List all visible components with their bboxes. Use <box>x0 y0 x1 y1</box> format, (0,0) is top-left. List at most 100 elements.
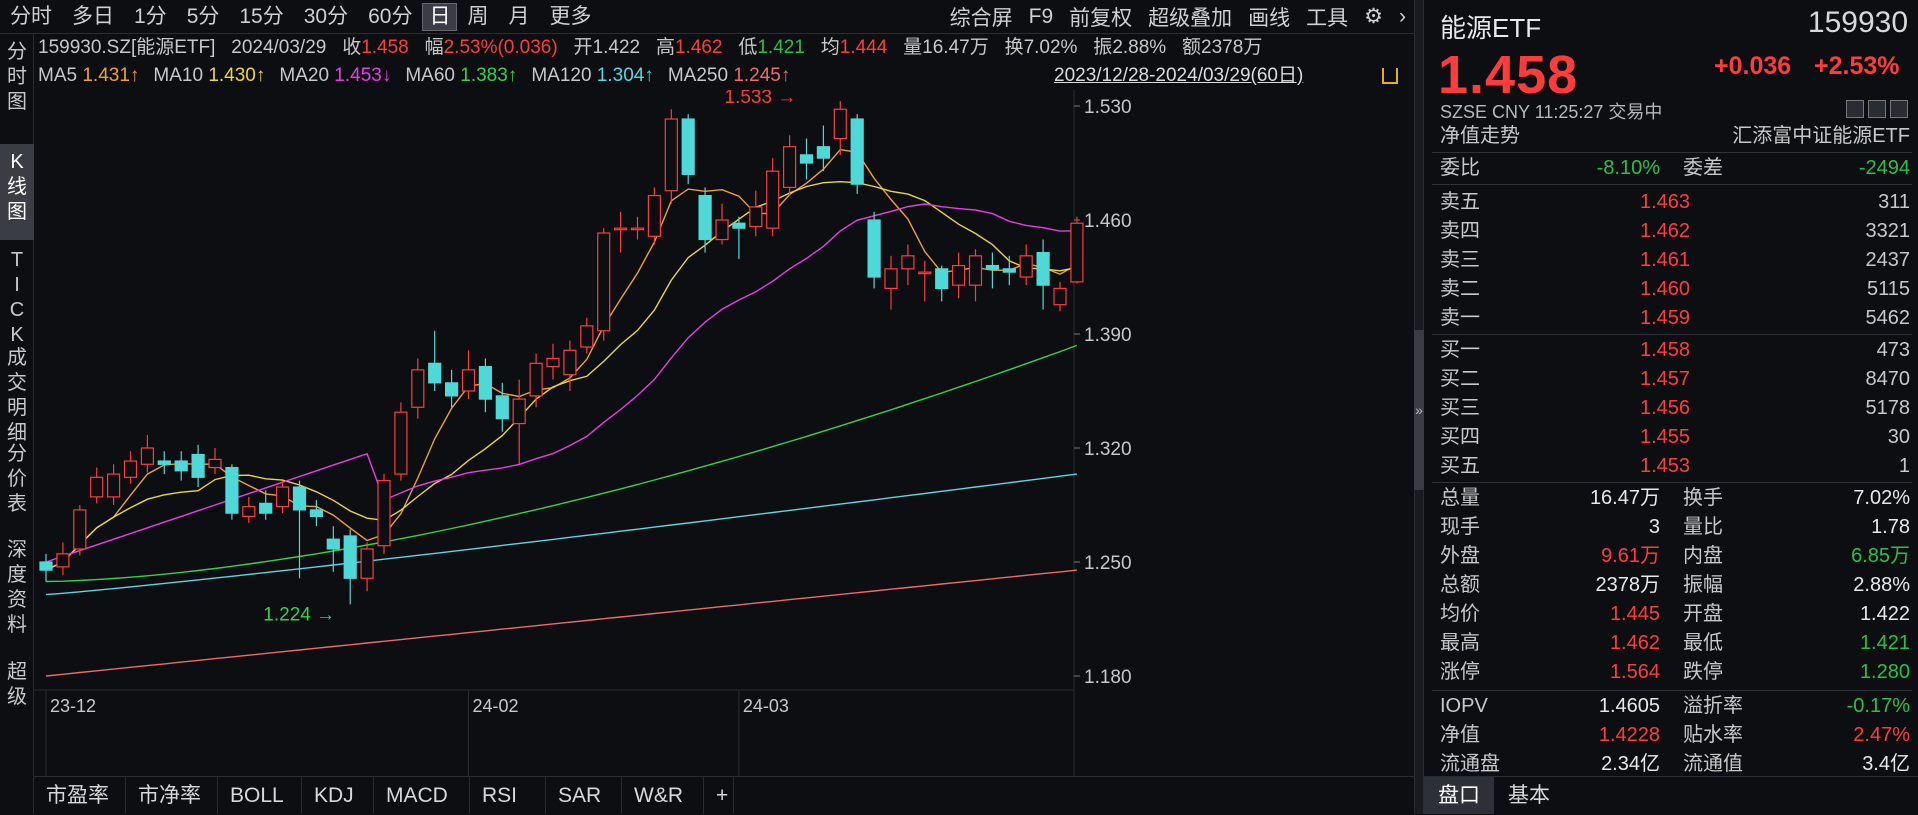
candle-body[interactable] <box>749 206 763 228</box>
candle-body[interactable] <box>766 170 780 229</box>
period-tab-7[interactable]: 日 <box>422 2 458 31</box>
candle-body[interactable] <box>935 268 949 290</box>
candle-body[interactable] <box>309 509 323 517</box>
candle-body[interactable] <box>276 486 290 508</box>
candle-body[interactable] <box>867 219 881 278</box>
candle-body[interactable] <box>951 265 966 286</box>
buy-level-1[interactable]: 买二 1.457 8470 <box>1440 365 1910 394</box>
toolbar-action-3[interactable]: 超级叠加 <box>1148 6 1233 30</box>
indicator-tab-6[interactable]: SAR <box>546 777 622 814</box>
sell-level-4[interactable]: 卖一 1.459 5462 <box>1440 304 1910 333</box>
period-tab-10[interactable]: 更多 <box>549 4 592 28</box>
indicator-tab-8[interactable]: + <box>704 777 734 814</box>
candle-body[interactable] <box>157 460 171 465</box>
candle-body[interactable] <box>799 154 814 164</box>
candle-body[interactable] <box>613 227 628 231</box>
candle-body[interactable] <box>715 219 729 241</box>
candle-body[interactable] <box>1002 268 1016 273</box>
buy-level-3[interactable]: 买四 1.455 30 <box>1440 423 1910 452</box>
candle-body[interactable] <box>901 255 915 270</box>
candle-body[interactable] <box>208 458 222 469</box>
candle-body[interactable] <box>495 395 509 420</box>
candle-body[interactable] <box>1036 251 1050 286</box>
candle-body[interactable] <box>833 108 847 140</box>
candle-body[interactable] <box>1053 287 1067 306</box>
toolbar-action-4[interactable]: 画线 <box>1248 6 1291 30</box>
panel-tab-1[interactable]: 基本 <box>1508 784 1550 807</box>
candle-body[interactable] <box>411 369 425 408</box>
candle-body[interactable] <box>106 473 121 498</box>
rail-tab-0[interactable]: 分时图 <box>0 34 34 134</box>
candle-body[interactable] <box>563 349 577 376</box>
period-tab-0[interactable]: 分时 <box>10 4 52 28</box>
period-tab-6[interactable]: 60分 <box>368 4 413 28</box>
collapse-handle[interactable]: » <box>1414 330 1424 490</box>
toolbar-action-0[interactable]: 综合屏 <box>949 6 1013 30</box>
add-icon[interactable] <box>1890 100 1908 118</box>
chevron-right-icon[interactable]: › <box>1399 4 1406 28</box>
candle-body[interactable] <box>123 460 138 478</box>
candle-body[interactable] <box>191 453 205 478</box>
candle-body[interactable] <box>360 548 374 579</box>
candle-body[interactable] <box>664 118 678 192</box>
rail-tab-4[interactable]: 分价表 <box>0 436 34 530</box>
sell-level-3[interactable]: 卖二 1.460 5115 <box>1440 275 1910 304</box>
candle-body[interactable] <box>529 362 543 397</box>
buy-level-4[interactable]: 买五 1.453 1 <box>1440 452 1910 481</box>
candle-body[interactable] <box>140 447 155 465</box>
indicator-tab-1[interactable]: 市净率 <box>126 777 218 814</box>
period-tab-5[interactable]: 30分 <box>303 4 349 28</box>
candle-body[interactable] <box>681 118 695 176</box>
candle-body[interactable] <box>732 222 746 229</box>
candle-body[interactable] <box>428 362 442 384</box>
candle-body[interactable] <box>968 255 983 286</box>
candle-body[interactable] <box>292 486 307 511</box>
pin-icon[interactable] <box>1868 100 1886 118</box>
candle-body[interactable] <box>850 118 864 185</box>
candle-body[interactable] <box>512 398 526 425</box>
candle-body[interactable] <box>461 369 476 392</box>
period-tab-3[interactable]: 5分 <box>186 4 220 28</box>
date-range-selector[interactable]: 2023/12/28-2024/03/29(60日) <box>1054 65 1304 86</box>
toolbar-action-1[interactable]: F9 <box>1028 4 1054 28</box>
lock-icon[interactable] <box>1382 68 1398 84</box>
buy-level-0[interactable]: 买一 1.458 473 <box>1440 336 1910 365</box>
candle-body[interactable] <box>39 561 53 571</box>
candle-body[interactable] <box>478 365 492 400</box>
indicator-tab-2[interactable]: BOLL <box>218 777 302 814</box>
candle-body[interactable] <box>242 506 256 517</box>
edit-icon[interactable] <box>1846 100 1864 118</box>
period-tab-8[interactable]: 周 <box>467 4 489 28</box>
candle-body[interactable] <box>647 194 662 237</box>
rail-tab-5[interactable]: 深度资料 <box>0 532 34 652</box>
toolbar-action-5[interactable]: 工具 <box>1306 6 1349 30</box>
candle-body[interactable] <box>698 194 712 241</box>
period-tab-2[interactable]: 1分 <box>134 4 167 28</box>
kline-chart[interactable]: 1.530 1.460 1.390 1.320 1.250 1.180 23-12 24-02… <box>34 90 1414 776</box>
candle-body[interactable] <box>1019 255 1033 278</box>
period-tab-4[interactable]: 15分 <box>239 4 284 28</box>
candle-body[interactable] <box>377 479 391 547</box>
indicator-tab-7[interactable]: W&R <box>622 777 704 814</box>
indicator-tab-4[interactable]: MACD <box>374 777 470 814</box>
rail-tab-3[interactable]: 成交明细 <box>0 340 34 444</box>
candle-body[interactable] <box>326 538 340 550</box>
candle-body[interactable] <box>174 460 188 472</box>
candle-body[interactable] <box>816 146 831 159</box>
candle-body[interactable] <box>394 411 408 475</box>
sell-level-2[interactable]: 卖三 1.461 2437 <box>1440 246 1910 275</box>
candle-body[interactable] <box>782 146 797 189</box>
nav-trend-link[interactable]: 净值走势 <box>1440 125 1520 147</box>
candle-body[interactable] <box>90 476 104 498</box>
candle-body[interactable] <box>918 271 932 275</box>
candle-body[interactable] <box>580 325 594 348</box>
candle-body[interactable] <box>546 357 560 368</box>
candle-body[interactable] <box>1070 222 1084 283</box>
toolbar-action-2[interactable]: 前复权 <box>1069 6 1133 30</box>
indicator-tab-5[interactable]: RSI <box>470 777 546 814</box>
candle-body[interactable] <box>985 265 1000 270</box>
candle-body[interactable] <box>445 382 459 397</box>
rail-tab-6[interactable]: 超级 <box>0 654 34 714</box>
